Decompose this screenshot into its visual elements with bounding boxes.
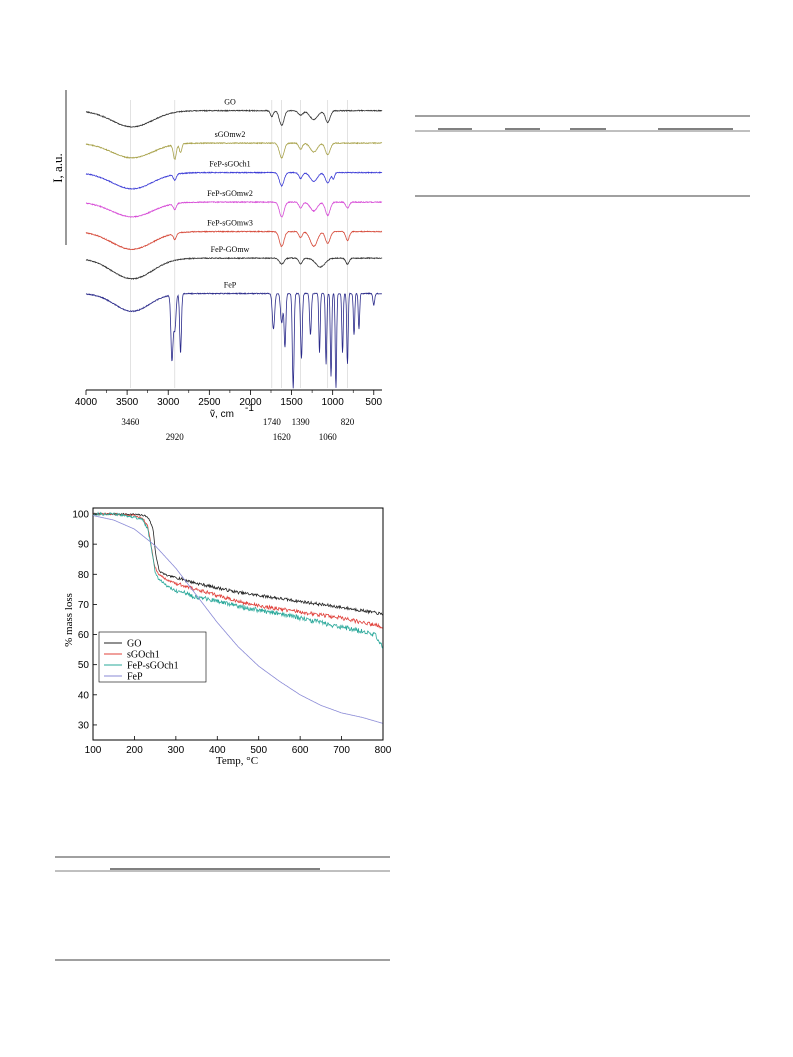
y-axis-label: % mass loss [63,593,75,647]
legend-label: FeP [127,672,143,683]
plot-frame [92,507,384,741]
ftir-series-line [85,256,383,281]
legend-label: sGOch1 [127,650,160,661]
x-tick-label: 600 [292,745,309,756]
legend-box [98,631,207,683]
y-tick-label: 60 [78,630,90,641]
ftir-series-label: FeP-sGOmw2 [207,189,253,198]
y-tick-label: 50 [78,660,90,671]
x-tick-label: 2000 [239,397,262,408]
x-tick-label: 700 [333,745,350,756]
y-tick-label: 40 [78,690,90,701]
ftir-series-line [85,292,382,389]
y-tick-label: 30 [78,720,90,731]
table-top-right [415,115,750,197]
x-tick-label: 2500 [198,397,221,408]
band-label: 1620 [273,432,292,442]
x-tick-label: 1500 [280,397,303,408]
ftir-series-label: FeP [224,281,237,290]
x-tick-label: 200 [126,745,143,756]
tga-series-line [92,511,383,649]
band-label: 1390 [292,417,311,427]
ftir-series-label: GO [224,98,236,107]
band-label: 3460 [121,417,140,427]
band-label: 1740 [263,417,282,427]
tga-series-group [92,511,383,724]
x-ticks: 4000 3500 3000 2500 2000 1500 1000 500 [75,390,383,408]
x-tick-label: 3000 [157,397,180,408]
ftir-series-line [85,109,383,128]
x-tick-label: 3500 [116,397,139,408]
tga-series-line [92,515,383,724]
legend-label: FeP-sGOch1 [127,661,179,672]
x-tick-label: 800 [375,745,392,756]
x-tick-label: 300 [168,745,185,756]
x-tick-label: 500 [250,745,267,756]
tga-series-line [92,512,383,616]
ftir-chart: GO sGOmw2 FeP-sGOch1 FeP-sGOmw2 FeP-sGOmw3 Fe… [50,90,383,442]
x-tick-label: 100 [85,745,102,756]
x-tick-label: 500 [365,397,382,408]
y-tick-label: 100 [72,510,89,521]
x-tick-label: 400 [209,745,226,756]
band-label: 2920 [166,432,185,442]
ftir-series-group: GO sGOmw2 FeP-sGOch1 FeP-sGOmw2 FeP-sGOmw3 Fe… [85,98,383,389]
ftir-series-label: FeP-sGOch1 [209,160,250,169]
y-tick-label: 70 [78,600,90,611]
reference-lines [130,100,348,388]
ftir-series-line [85,171,383,190]
y-tick-label: 80 [78,570,90,581]
x-axis-label-superscript: -1 [245,403,254,414]
y-axis-label: I, a.u. [50,153,65,183]
ftir-series-line [85,200,383,218]
x-tick-label: 4000 [75,397,98,408]
ftir-series-label: sGOmw2 [215,130,246,139]
y-tick-label: 90 [78,540,90,551]
ftir-series-line [85,141,383,161]
x-tick-label: 1000 [322,397,345,408]
table-bottom-left [55,856,390,961]
ftir-series-label: FeP-GOmw [211,245,250,254]
band-label: 820 [341,417,355,427]
axis-ticks: 100 200 300 400 500 600 700 800 30 40 50 60 70 80 90 10… [72,510,391,756]
band-label: 1060 [319,432,338,442]
ftir-series-line [85,230,383,251]
tga-chart: 100 200 300 400 500 600 700 800 30 40 50 60 70 80 90 10… [63,507,392,767]
tga-series-line [92,512,383,629]
x-axis-label: Temp, °C [216,755,258,767]
legend-label: GO [127,639,141,650]
x-axis-label: ṽ, cm [210,409,234,420]
ftir-series-label: FeP-sGOmw3 [207,219,253,228]
